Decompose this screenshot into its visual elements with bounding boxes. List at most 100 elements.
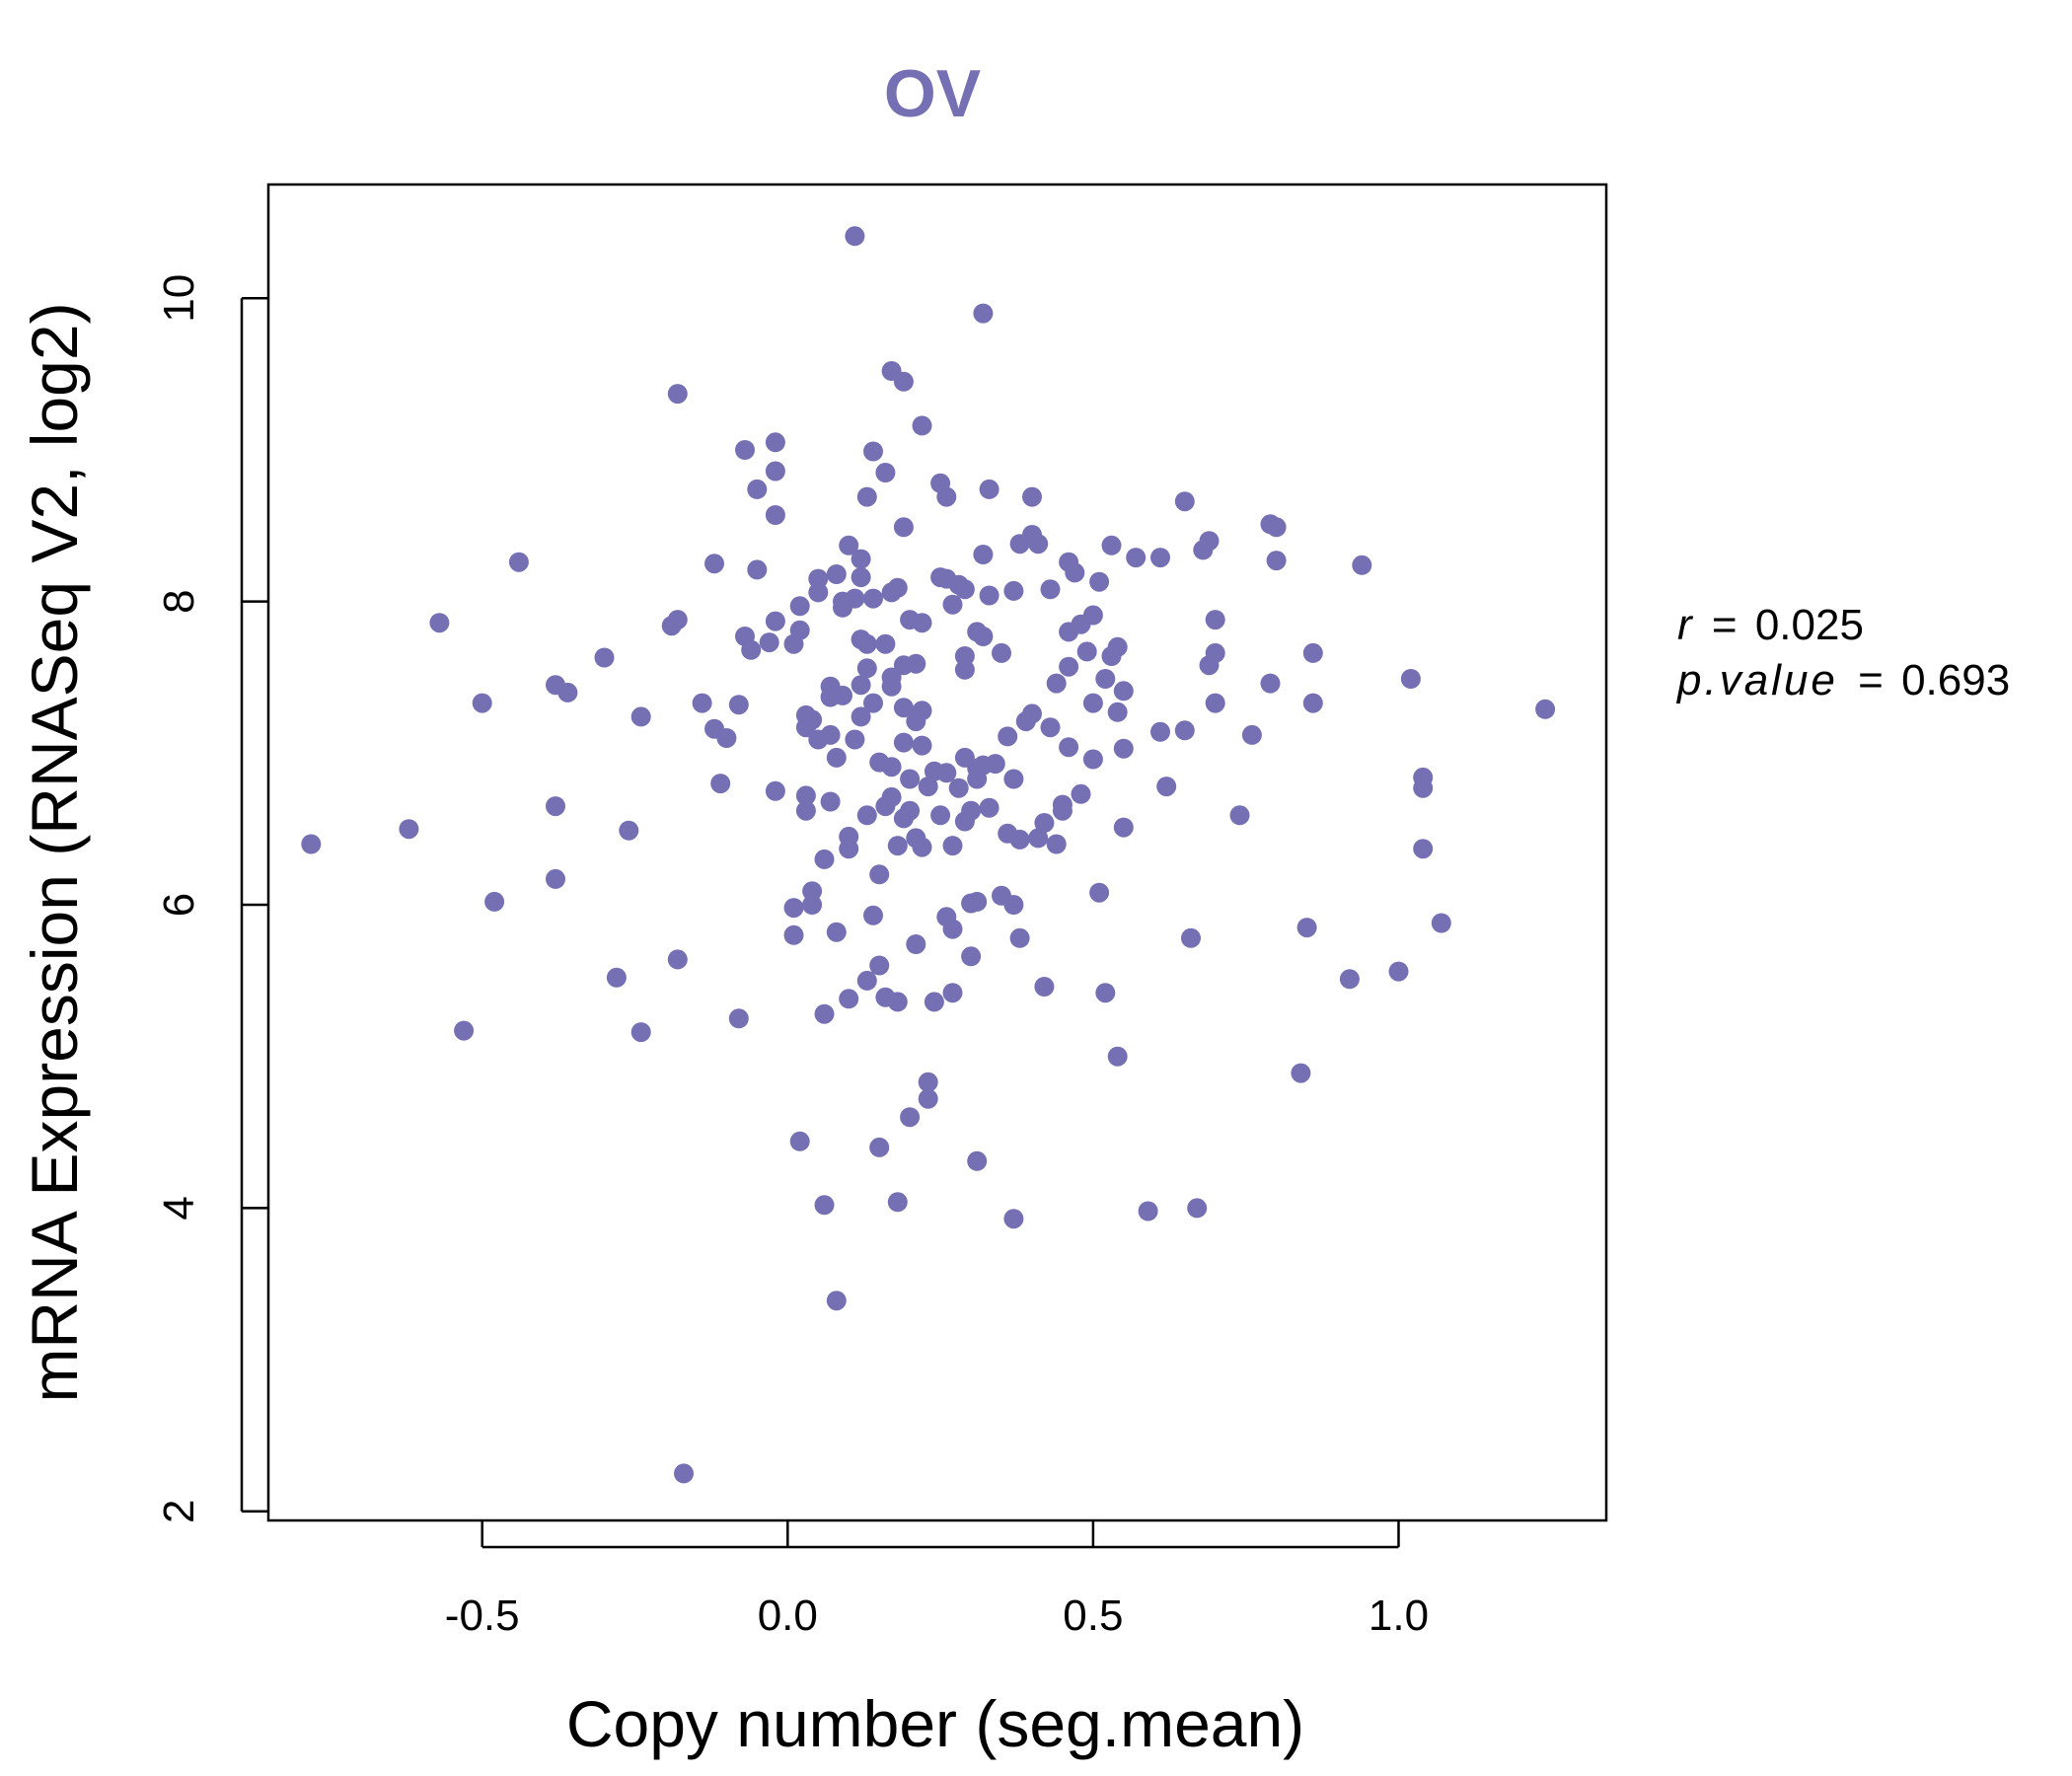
data-point (808, 568, 829, 589)
data-point (1003, 580, 1024, 601)
data-point (1266, 551, 1287, 571)
data-point (1431, 913, 1451, 933)
data-point (1022, 486, 1042, 507)
data-point (845, 588, 865, 609)
data-point (845, 226, 865, 247)
data-point (472, 693, 492, 713)
data-point (765, 780, 785, 801)
data-point (747, 479, 768, 499)
data-point (667, 384, 688, 405)
data-point (735, 440, 755, 460)
data-points (301, 226, 1556, 1484)
data-point (869, 864, 890, 885)
data-point (667, 610, 688, 630)
data-point (826, 747, 847, 768)
data-point (881, 757, 902, 777)
data-point (1003, 1209, 1024, 1229)
plot-area-frame (266, 183, 1608, 1522)
data-point (795, 800, 816, 821)
data-point (508, 552, 529, 572)
data-point (839, 839, 859, 859)
data-point (875, 633, 896, 654)
data-point (985, 754, 1005, 775)
data-point (912, 735, 932, 756)
data-point (856, 633, 877, 654)
data-point (856, 970, 877, 991)
data-point (802, 895, 823, 915)
data-point (619, 820, 639, 841)
data-point (1046, 673, 1067, 694)
x-tick-label: 0.0 (758, 1591, 818, 1640)
data-point (820, 791, 841, 812)
data-point (900, 769, 921, 789)
data-point (893, 732, 914, 753)
data-point (936, 763, 957, 783)
data-point (429, 613, 450, 633)
data-point (1187, 1198, 1208, 1219)
data-point (814, 849, 835, 869)
y-tick-label: 8 (155, 589, 203, 613)
r-value: 0.025 (1755, 601, 1864, 649)
data-point (863, 693, 883, 713)
y-tick-label: 4 (155, 1196, 203, 1220)
data-point (1022, 703, 1042, 724)
data-point (301, 834, 322, 854)
data-point (1388, 961, 1409, 982)
data-point (942, 594, 963, 615)
data-point (594, 647, 615, 668)
data-point (1107, 702, 1128, 722)
data-point (942, 919, 963, 939)
data-point (1034, 977, 1055, 997)
x-tick-label: 1.0 (1369, 1591, 1429, 1640)
data-point (1040, 717, 1061, 738)
data-point (783, 898, 804, 919)
p-statistic: p.value = 0.693 (1675, 656, 2010, 704)
data-point (900, 800, 921, 821)
data-point (814, 1195, 835, 1216)
data-point (887, 836, 908, 856)
data-point (1076, 641, 1097, 662)
p-symbol: p.value (1675, 656, 1838, 704)
data-point (942, 983, 963, 1003)
data-point (1095, 669, 1116, 689)
data-point (716, 728, 737, 748)
data-point (1089, 571, 1110, 592)
data-point (1052, 800, 1073, 821)
data-point (948, 777, 969, 798)
data-point (1266, 517, 1287, 538)
r-statistic: r = 0.025 (1677, 601, 1864, 649)
data-point (973, 303, 994, 324)
data-point (1241, 724, 1262, 745)
data-point (826, 1291, 847, 1311)
data-point (887, 1192, 908, 1213)
data-point (1095, 983, 1116, 1003)
data-point (875, 463, 896, 482)
data-point (967, 1150, 988, 1171)
data-point (802, 881, 823, 902)
data-point (1126, 548, 1147, 568)
data-point (1082, 605, 1103, 626)
data-point (1174, 491, 1195, 512)
data-point (992, 642, 1011, 663)
data-point (795, 785, 816, 806)
data-point (1291, 1063, 1311, 1083)
r-symbol: r (1677, 601, 1694, 649)
data-point (930, 805, 951, 826)
data-point (967, 891, 988, 912)
data-point (1150, 721, 1170, 742)
data-point (869, 1137, 890, 1157)
data-point (1065, 562, 1085, 583)
data-point (1174, 720, 1195, 741)
data-point (1181, 927, 1201, 948)
data-point (918, 1072, 938, 1092)
data-point (789, 596, 810, 617)
y-tick-label: 10 (155, 274, 203, 323)
p-equals: = (1858, 656, 1884, 704)
data-point (851, 675, 871, 696)
data-point (399, 819, 419, 840)
data-point (863, 441, 883, 462)
data-point (1413, 839, 1434, 859)
x-tick-label: -0.5 (445, 1591, 520, 1640)
data-point (1107, 636, 1128, 657)
data-point (1003, 895, 1024, 915)
